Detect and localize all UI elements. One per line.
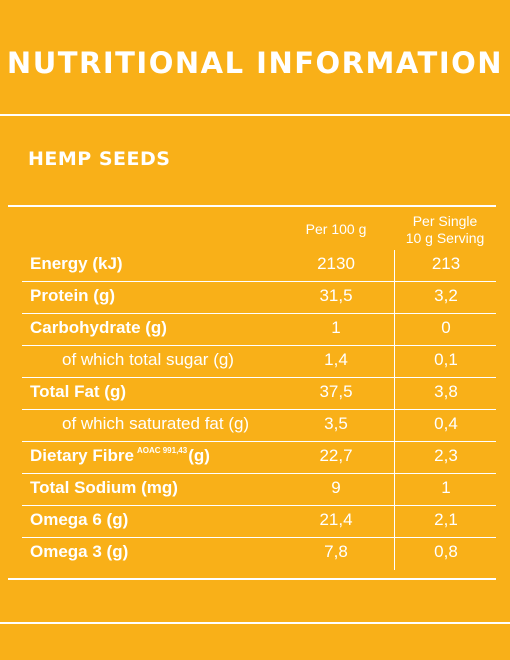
value-per-100g: 37,5 [319,382,353,401]
value-per-serving: 3,8 [434,382,458,401]
table-row: Omega 3 (g) 7,8 0,8 [0,538,510,569]
value-per-serving: 0 [441,318,451,337]
page-title: NUTRITIONAL INFORMATION [6,46,504,80]
value-per-serving: 0,1 [434,350,458,369]
row-divider [22,441,496,442]
row-label: Carbohydrate (g) [30,318,167,337]
row-divider [22,505,496,506]
table-row: of which total sugar (g) 1,4 0,1 [0,346,510,377]
row-label: Protein (g) [30,286,115,305]
column-divider [394,250,395,570]
row-label: of which total sugar (g) [62,350,234,369]
row-label: Omega 6 (g) [30,510,129,529]
row-label: Total Fat (g) [30,382,126,401]
row-label: Energy (kJ) [30,254,123,273]
value-per-100g: 3,5 [324,414,348,433]
value-per-serving: 0,8 [434,542,458,561]
column-header-per-serving: Per Single 10 g Serving [385,213,505,247]
value-per-100g: 7,8 [324,542,348,561]
value-per-100g: 1,4 [324,350,348,369]
row-divider [22,281,496,282]
table-top-border [8,205,496,207]
value-per-serving: 0,4 [434,414,458,433]
value-per-serving: 3,2 [434,286,458,305]
value-per-100g: 9 [331,478,341,497]
value-per-100g: 22,7 [319,446,353,465]
table-row: Dietary Fibre AOAC 991,43(g) 22,7 2,3 [0,442,510,473]
table-row: Protein (g) 31,5 3,2 [0,282,510,313]
table-bottom-border [8,578,496,580]
row-label: Total Sodium (mg) [30,478,178,497]
footer-divider [0,622,510,624]
row-label-text: Dietary Fibre [30,446,134,465]
table-row: Total Fat (g) 37,5 3,8 [0,378,510,409]
table-row: of which saturated fat (g) 3,5 0,4 [0,410,510,441]
table-row: Energy (kJ) 2130 213 [0,250,510,281]
title-divider [0,114,510,116]
value-per-100g: 31,5 [319,286,353,305]
value-per-serving: 1 [441,478,451,497]
value-per-serving: 213 [431,254,461,273]
value-per-100g: 2130 [317,254,355,273]
table-row: Omega 6 (g) 21,4 2,1 [0,506,510,537]
column-header-per-serving-line1: Per Single [412,213,478,229]
table-row: Carbohydrate (g) 1 0 [0,314,510,345]
row-divider [22,313,496,314]
column-header-per-100g: Per 100 g [305,221,367,237]
row-label-unit: (g) [188,446,210,465]
column-header-per-serving-line2: 10 g Serving [405,230,485,246]
row-divider [22,377,496,378]
row-divider [22,473,496,474]
product-name: HEMP SEEDS [28,148,171,170]
value-per-100g: 1 [331,318,341,337]
value-per-100g: 21,4 [319,510,353,529]
table-row: Total Sodium (mg) 9 1 [0,474,510,505]
value-per-serving: 2,3 [434,446,458,465]
row-divider [22,345,496,346]
row-divider [22,409,496,410]
row-divider [22,537,496,538]
row-label: Omega 3 (g) [30,542,129,561]
value-per-serving: 2,1 [434,510,458,529]
row-label: Dietary Fibre AOAC 991,43(g) [30,446,210,466]
row-label-method: AOAC 991,43 [136,446,188,455]
row-label: of which saturated fat (g) [62,414,250,433]
